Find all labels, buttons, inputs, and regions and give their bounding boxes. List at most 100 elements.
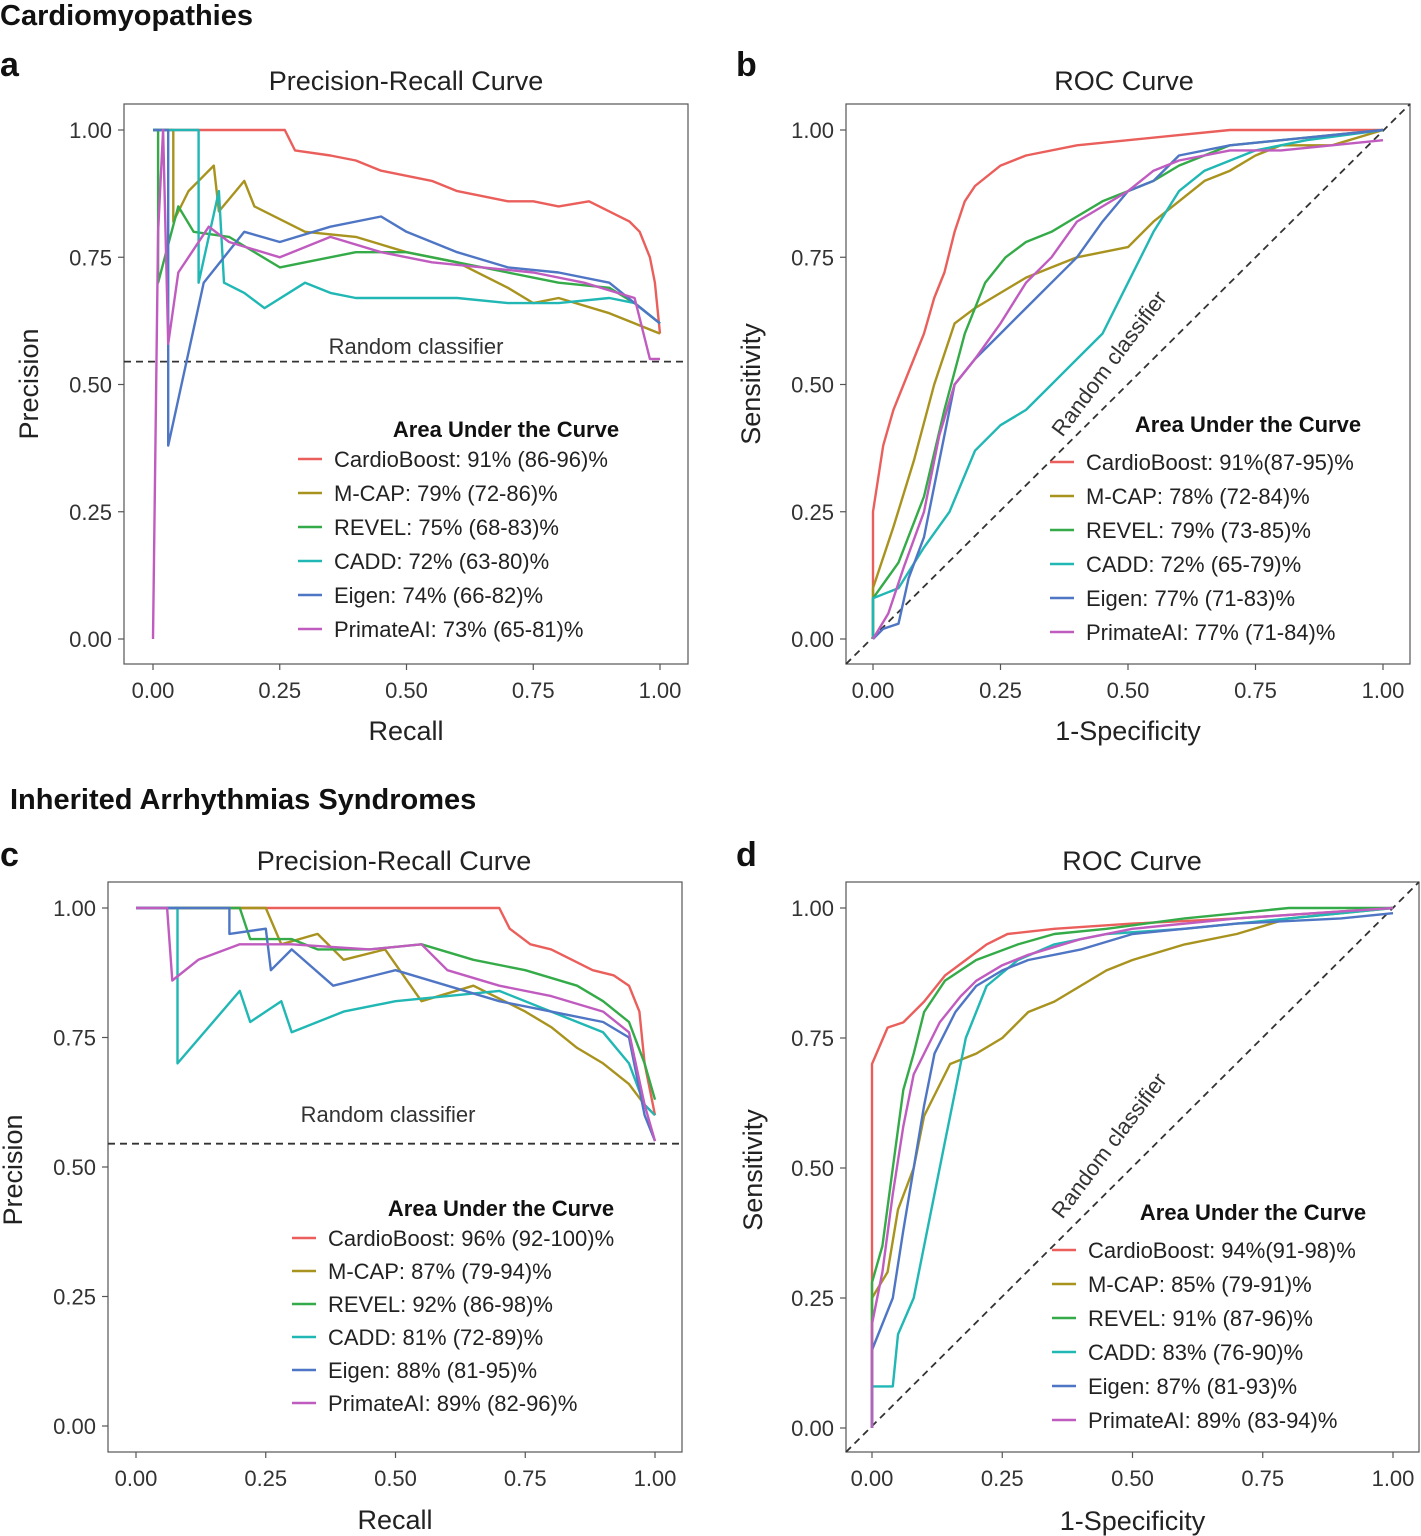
series-line-cadd <box>136 906 656 1117</box>
series-line-m-cap <box>136 906 656 1117</box>
series-line-eigen <box>872 128 1384 640</box>
legend-label-m-cap: M-CAP: 78% (72-84)% <box>1086 484 1310 509</box>
legend-label-m-cap: M-CAP: 87% (79-94)% <box>328 1259 552 1284</box>
series-line-cardioboost <box>153 128 662 334</box>
series-line-primateai <box>870 906 1394 1428</box>
series-line-m-cap <box>870 906 1394 1428</box>
series-line-primateai <box>871 139 1384 640</box>
y-tick-label: 0.25 <box>53 1285 96 1310</box>
legend-label-m-cap: M-CAP: 85% (79-91)% <box>1088 1272 1312 1297</box>
x-tick-label: 1.00 <box>634 1466 677 1491</box>
legend-label-revel: REVEL: 79% (73-85)% <box>1086 518 1311 543</box>
x-axis-title: 1-Specificity <box>1060 1506 1206 1536</box>
x-tick-label: 0.25 <box>244 1466 287 1491</box>
y-tick-label: 1.00 <box>53 896 96 921</box>
panel-label-c: c <box>0 836 19 874</box>
random-classifier-line <box>845 881 1420 1453</box>
series-line-cardioboost <box>871 128 1383 639</box>
x-tick-label: 0.75 <box>1241 1466 1284 1491</box>
series-line-revel <box>136 906 657 1101</box>
chart-title: Precision-Recall Curve <box>257 846 532 876</box>
series-line-cadd <box>870 906 1394 1428</box>
legend-title: Area Under the Curve <box>393 417 619 442</box>
y-axis-title: Precision <box>14 328 44 439</box>
x-tick-label: 0.75 <box>504 1466 547 1491</box>
legend-label-cadd: CADD: 72% (65-79)% <box>1086 552 1301 577</box>
x-tick-label: 0.25 <box>981 1466 1024 1491</box>
legend-label-revel: REVEL: 91% (87-96)% <box>1088 1306 1313 1331</box>
x-axis-title: Recall <box>368 716 443 746</box>
section-title-arrhythmias: Inherited Arrhythmias Syndromes <box>10 784 477 816</box>
chart-panel-c: c Precision-Recall Curve 0.00 0.25 0.50 0.75 1… <box>0 836 683 1535</box>
panel-label-a: a <box>0 46 20 84</box>
panel-label-b: b <box>736 46 757 84</box>
chart-title: ROC Curve <box>1054 66 1194 96</box>
x-tick-label: 0.00 <box>852 678 895 703</box>
y-tick-label: 0.00 <box>69 627 112 652</box>
x-tick-label: 0.50 <box>1107 678 1150 703</box>
series-line-cadd <box>871 128 1384 639</box>
y-tick-label: 1.00 <box>791 118 834 143</box>
series-line-cardioboost <box>136 906 657 1116</box>
random-classifier-label: Random classifier <box>301 1102 476 1127</box>
x-tick-label: 0.75 <box>1234 678 1277 703</box>
legend-label-primateai: PrimateAI: 77% (71-84)% <box>1086 620 1335 645</box>
legend-label-cardioboost: CardioBoost: 96% (92-100)% <box>328 1226 614 1251</box>
x-axis-title: 1-Specificity <box>1055 716 1201 746</box>
x-tick-label: 0.00 <box>132 678 175 703</box>
y-tick-label: 0.75 <box>69 245 112 270</box>
chart-title: Precision-Recall Curve <box>269 66 544 96</box>
series-line-cadd <box>153 128 661 325</box>
series-line-revel <box>870 906 1393 1428</box>
series-line-primateai <box>136 906 657 1142</box>
legend-title: Area Under the Curve <box>1135 412 1361 437</box>
y-axis-title: Sensitivity <box>736 323 766 445</box>
legend-label-cardioboost: CardioBoost: 91% (86-96)% <box>334 447 608 472</box>
series-line-primateai <box>151 128 660 640</box>
legend-label-cadd: CADD: 83% (76-90)% <box>1088 1340 1303 1365</box>
legend-label-revel: REVEL: 92% (86-98)% <box>328 1292 553 1317</box>
y-tick-label: 0.75 <box>791 245 834 270</box>
chart-panel-d: d ROC Curve 0.00 0.25 0.50 0.75 1.00 0.00 0.25 0.… <box>736 836 1420 1536</box>
section-title-cardiomyopathies: Cardiomyopathies <box>0 0 253 32</box>
legend-title: Area Under the Curve <box>388 1196 614 1221</box>
legend-label-eigen: Eigen: 74% (66-82)% <box>334 583 543 608</box>
series-line-m-cap <box>871 128 1384 639</box>
legend-label-cardioboost: CardioBoost: 94%(91-98)% <box>1088 1238 1356 1263</box>
x-tick-label: 0.25 <box>979 678 1022 703</box>
y-tick-label: 0.50 <box>69 373 112 398</box>
plot-frame <box>123 103 689 665</box>
legend-title: Area Under the Curve <box>1140 1200 1366 1225</box>
legend-label-eigen: Eigen: 88% (81-95)% <box>328 1358 537 1383</box>
chart-title: ROC Curve <box>1062 846 1202 876</box>
y-tick-label: 0.50 <box>791 1156 834 1181</box>
x-axis-title: Recall <box>357 1505 432 1535</box>
series-line-revel <box>153 128 661 325</box>
y-axis-title: Precision <box>0 1114 28 1225</box>
x-tick-label: 0.50 <box>385 678 428 703</box>
panel-label-d: d <box>736 836 757 874</box>
y-tick-label: 0.25 <box>791 500 834 525</box>
x-tick-label: 0.50 <box>1111 1466 1154 1491</box>
y-tick-label: 0.75 <box>53 1026 96 1051</box>
legend-label-primateai: PrimateAI: 73% (65-81)% <box>334 617 583 642</box>
y-tick-label: 1.00 <box>69 118 112 143</box>
random-classifier-line <box>845 103 1411 665</box>
legend-label-eigen: Eigen: 87% (81-93)% <box>1088 1374 1297 1399</box>
y-tick-label: 0.00 <box>791 1416 834 1441</box>
legend-label-eigen: Eigen: 77% (71-83)% <box>1086 586 1295 611</box>
legend-label-primateai: PrimateAI: 89% (83-94)% <box>1088 1408 1337 1433</box>
y-tick-label: 0.50 <box>53 1155 96 1180</box>
y-tick-label: 0.00 <box>791 627 834 652</box>
series-line-eigen <box>136 906 657 1142</box>
y-tick-label: 0.00 <box>53 1414 96 1439</box>
x-tick-label: 0.25 <box>258 678 301 703</box>
series-line-eigen <box>153 128 661 447</box>
random-classifier-label: Random classifier <box>329 334 504 359</box>
x-tick-label: 0.00 <box>851 1466 894 1491</box>
x-tick-label: 1.00 <box>639 678 682 703</box>
x-tick-label: 0.00 <box>115 1466 158 1491</box>
y-axis-title: Sensitivity <box>738 1109 768 1231</box>
x-tick-label: 1.00 <box>1362 678 1405 703</box>
